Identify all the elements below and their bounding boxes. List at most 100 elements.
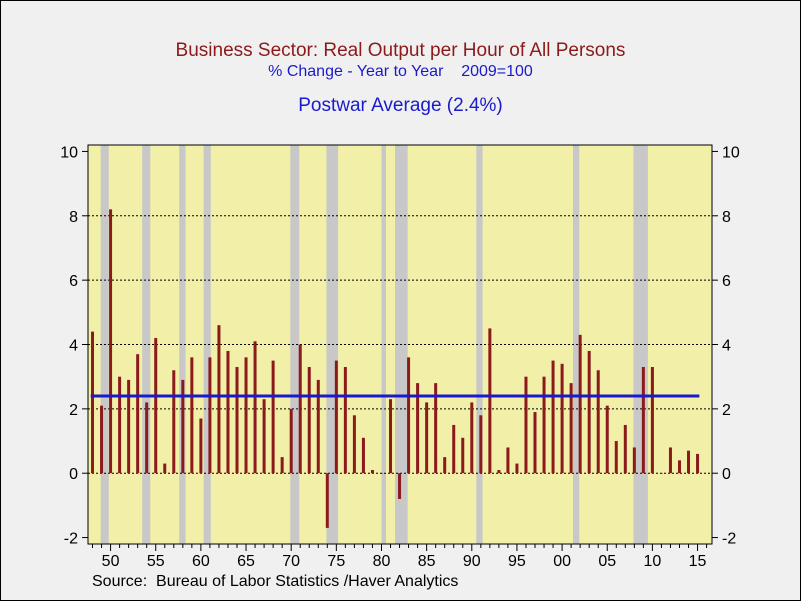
y-tick-label-right: 8 [722,209,731,226]
bar [163,463,167,474]
x-tick-label: 80 [373,553,391,570]
bar [280,457,284,474]
average-annotation: Postwar Average (2.4%) [298,95,503,116]
x-tick-label: 00 [553,553,571,570]
bar [578,334,582,474]
bar [632,447,636,474]
bar [217,325,221,474]
bar [199,418,203,474]
x-tick-label: 50 [102,553,120,570]
bar [687,450,691,474]
bar [479,415,483,474]
x-tick-label: 10 [644,553,662,570]
bar [696,453,700,474]
bar [425,402,429,474]
bar [190,357,194,474]
bar [623,424,627,474]
bar [235,367,239,474]
y-tick-label-right: 0 [722,466,731,483]
y-tick-label-right: 4 [722,338,731,355]
bar [172,370,176,474]
x-tick-label: 60 [192,553,210,570]
bar [569,383,573,474]
chart-subtitle: % Change - Year to Year 2009=100 [268,63,533,80]
y-tick-label-right: 6 [722,273,731,290]
bar [307,367,311,474]
bar [136,354,140,474]
bar [253,341,257,474]
recession-band [203,145,211,544]
recession-band [179,145,186,544]
bar [551,360,555,474]
bar [154,338,158,474]
bar [361,437,365,474]
bar [208,357,212,474]
bar [596,370,600,474]
bar [515,463,519,474]
bar [181,379,185,474]
bar [560,363,564,474]
bar [343,367,347,474]
bar [488,328,492,474]
bar [497,469,501,474]
bar [533,412,537,474]
bar [407,357,411,474]
x-tick-label: 05 [598,553,616,570]
bar [605,405,609,474]
bar [298,344,302,474]
bar [370,469,374,474]
bar [91,331,95,474]
bar [434,383,438,474]
bar [668,447,672,474]
x-tick-label: 15 [689,553,707,570]
bar [506,447,510,474]
x-tick-label: 75 [327,553,345,570]
bar [379,473,383,474]
y-tick-label-right: 2 [722,402,731,419]
x-tick-label: 90 [463,553,481,570]
bar [398,473,402,499]
bar [109,209,113,474]
bar [316,379,320,474]
y-tick-label-left: 2 [69,402,78,419]
bar [325,473,329,528]
bar [524,376,528,474]
y-tick-label-right: 10 [722,144,740,161]
x-tick-label: 55 [147,553,165,570]
chart-title: Business Sector: Real Output per Hour of… [175,40,626,61]
bar [542,376,546,474]
bar [271,360,275,474]
bar [244,357,248,474]
bar [452,424,456,474]
x-tick-label: 95 [508,553,526,570]
bar [352,415,356,474]
x-tick-label: 85 [418,553,436,570]
x-tick-label: 70 [282,553,300,570]
recession-band [142,145,151,544]
bar [461,437,465,474]
bar [145,402,149,474]
y-tick-label-left: -2 [64,531,78,548]
recession-band [290,145,300,544]
y-tick-label-left: 4 [69,338,78,355]
bar [659,473,663,474]
bar [416,383,420,474]
bar [587,350,591,474]
bar [289,408,293,474]
y-tick-label-left: 8 [69,209,78,226]
recession-band [381,145,387,544]
y-tick-label-left: 6 [69,273,78,290]
y-tick-label-left: 10 [60,144,78,161]
bar [334,360,338,474]
bar [262,399,266,474]
bar [650,367,654,474]
source-note: Source: Bureau of Labor Statistics /Have… [92,573,459,590]
bar [226,350,230,474]
bar [677,460,681,474]
bar [389,399,393,474]
bar [127,379,131,474]
bars [91,209,700,528]
bar [100,405,104,474]
bar [470,402,474,474]
